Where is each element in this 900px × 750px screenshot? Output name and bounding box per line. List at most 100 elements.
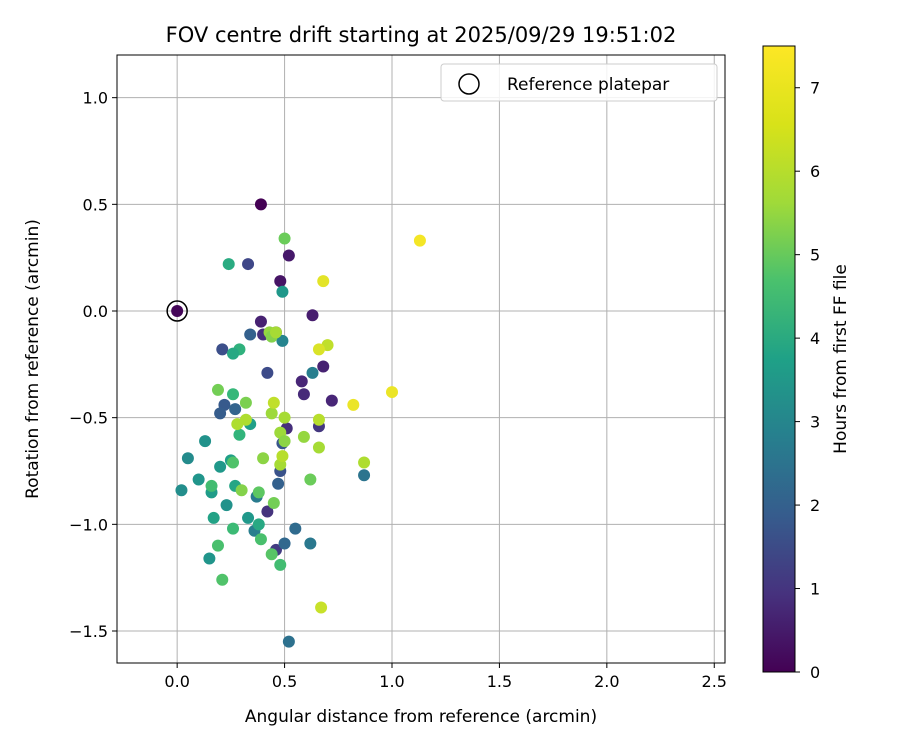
legend: Reference platepar bbox=[440, 63, 718, 102]
chart-title: FOV centre drift starting at 2025/09/29 … bbox=[166, 23, 677, 47]
data-point bbox=[312, 441, 325, 454]
data-point bbox=[229, 403, 242, 416]
data-point bbox=[175, 484, 188, 497]
data-point bbox=[272, 477, 285, 490]
data-point bbox=[216, 343, 229, 356]
data-point bbox=[211, 383, 224, 396]
data-point bbox=[216, 573, 229, 586]
data-point bbox=[222, 258, 235, 271]
data-point bbox=[289, 522, 302, 535]
colorbar-tick-label: 0 bbox=[810, 663, 820, 682]
data-point bbox=[306, 309, 319, 322]
x-tick-label: 2.0 bbox=[594, 672, 619, 691]
data-point bbox=[278, 411, 291, 424]
colorbar-tick-label: 1 bbox=[810, 580, 820, 599]
legend-label: Reference platepar bbox=[507, 75, 669, 95]
data-point bbox=[276, 285, 289, 298]
data-point bbox=[242, 258, 255, 271]
x-tick-label: 1.0 bbox=[379, 672, 404, 691]
data-point bbox=[227, 456, 240, 469]
data-point bbox=[282, 635, 295, 648]
x-tick-label: 0.5 bbox=[272, 672, 297, 691]
data-point bbox=[220, 499, 233, 512]
data-point bbox=[278, 537, 291, 550]
x-tick-label: 0.0 bbox=[164, 672, 189, 691]
data-point bbox=[203, 552, 216, 565]
data-point bbox=[252, 486, 265, 499]
y-tick-label: 1.0 bbox=[83, 89, 108, 108]
y-tick-label: −0.5 bbox=[69, 409, 108, 428]
colorbar-label: Hours from first FF file bbox=[831, 264, 851, 454]
data-point bbox=[267, 497, 280, 509]
colorbar-gradient bbox=[762, 45, 796, 673]
data-point bbox=[192, 473, 205, 486]
data-point bbox=[205, 479, 218, 492]
data-point bbox=[254, 533, 267, 546]
x-axis-label: Angular distance from reference (arcmin) bbox=[245, 707, 597, 727]
colorbar-ticks: 0 1 2 3 4 5 6 7 bbox=[795, 79, 820, 682]
data-point bbox=[181, 452, 194, 465]
data-point bbox=[385, 386, 398, 399]
data-point bbox=[413, 234, 426, 247]
data-point bbox=[325, 394, 338, 407]
data-point bbox=[211, 539, 224, 552]
y-tick-label: −1.5 bbox=[69, 622, 108, 641]
data-point bbox=[254, 198, 267, 211]
grid bbox=[117, 55, 725, 663]
legend-box bbox=[440, 63, 718, 102]
data-point bbox=[214, 407, 227, 420]
data-point bbox=[312, 343, 325, 356]
data-point bbox=[306, 366, 319, 379]
data-point bbox=[297, 388, 310, 401]
y-axis-label: Rotation from reference (arcmin) bbox=[23, 219, 43, 499]
data-point bbox=[276, 334, 289, 347]
colorbar-tick-label: 5 bbox=[810, 246, 820, 265]
data-point bbox=[265, 407, 278, 420]
colorbar-tick-label: 4 bbox=[810, 329, 820, 348]
data-point bbox=[347, 398, 360, 411]
data-point bbox=[274, 558, 287, 571]
data-point bbox=[358, 469, 371, 482]
data-point bbox=[295, 375, 308, 388]
data-points bbox=[166, 198, 426, 648]
data-point bbox=[358, 456, 371, 469]
data-point bbox=[315, 601, 328, 614]
y-tick-label: 0.0 bbox=[83, 302, 108, 321]
data-point bbox=[261, 505, 274, 518]
y-tick-label: −1.0 bbox=[69, 515, 108, 534]
data-point bbox=[233, 428, 246, 441]
data-point bbox=[171, 305, 184, 317]
y-axis-ticks: −1.5 −1.0 −0.5 0.0 0.5 1.0 bbox=[69, 89, 117, 641]
data-point bbox=[199, 435, 212, 448]
legend-marker-icon bbox=[458, 73, 480, 95]
data-point bbox=[265, 548, 278, 561]
data-point bbox=[227, 522, 240, 535]
y-tick-label: 0.5 bbox=[83, 195, 108, 214]
x-tick-label: 2.5 bbox=[702, 672, 727, 691]
data-point bbox=[274, 275, 287, 288]
data-point bbox=[239, 396, 252, 409]
data-point bbox=[257, 452, 270, 465]
x-axis-ticks: 0.0 0.5 1.0 1.5 2.0 2.5 bbox=[164, 663, 727, 691]
data-point bbox=[227, 347, 240, 360]
plot-frame bbox=[116, 54, 726, 664]
data-point bbox=[252, 518, 265, 531]
colorbar-tick-label: 6 bbox=[810, 162, 820, 181]
data-point bbox=[317, 360, 330, 373]
data-point bbox=[227, 388, 240, 401]
data-point bbox=[282, 249, 295, 262]
data-point bbox=[244, 328, 257, 341]
data-point bbox=[242, 511, 255, 524]
x-tick-label: 1.5 bbox=[487, 672, 512, 691]
data-point bbox=[214, 460, 227, 473]
data-point bbox=[239, 413, 252, 426]
data-point bbox=[278, 232, 291, 245]
data-point bbox=[304, 537, 317, 550]
colorbar-tick-label: 7 bbox=[810, 79, 820, 98]
colorbar-tick-label: 3 bbox=[810, 413, 820, 432]
colorbar-tick-label: 2 bbox=[810, 496, 820, 515]
reference-platepar-marker bbox=[166, 300, 188, 322]
data-point bbox=[304, 473, 317, 486]
data-point bbox=[267, 396, 280, 409]
